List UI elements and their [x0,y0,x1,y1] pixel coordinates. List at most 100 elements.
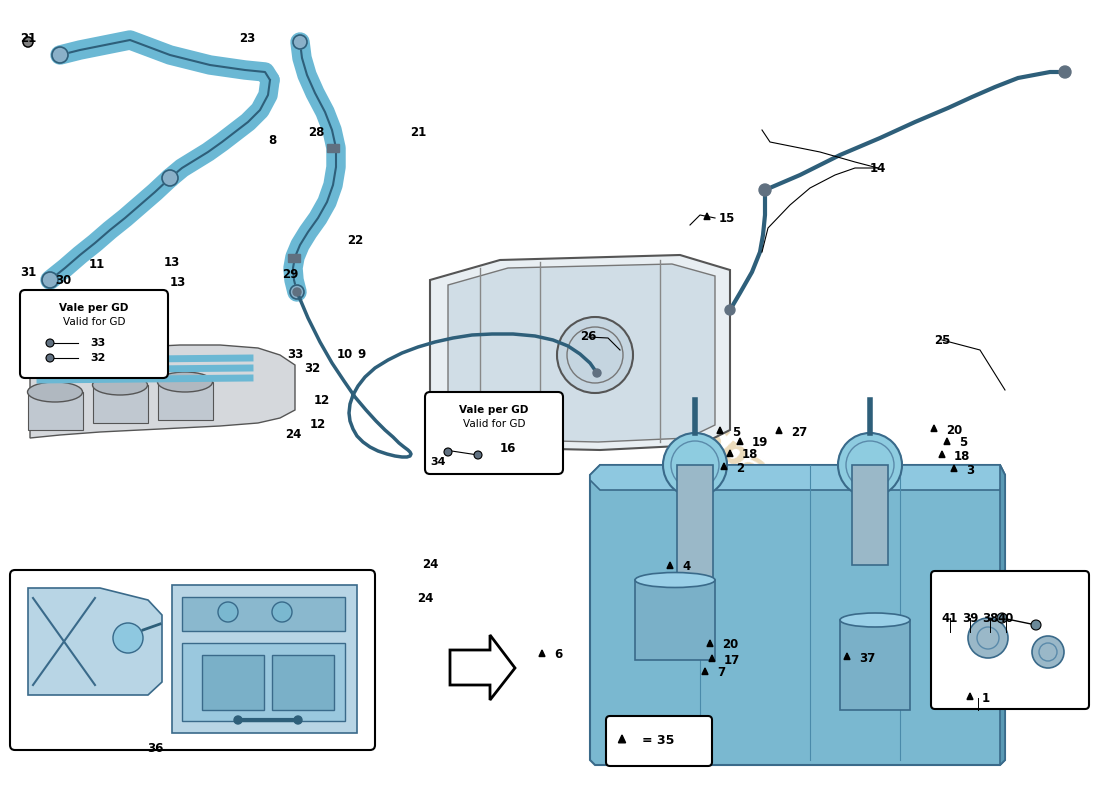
Polygon shape [707,640,713,646]
Circle shape [1032,636,1064,668]
Text: 24: 24 [421,558,438,571]
Polygon shape [939,451,945,458]
Polygon shape [590,465,1005,490]
Polygon shape [702,668,708,674]
Bar [676,465,713,585]
Ellipse shape [157,372,212,392]
Bar [840,620,910,710]
Text: 2: 2 [736,462,744,474]
Text: Vale per GD: Vale per GD [59,303,129,313]
Circle shape [968,618,1008,658]
Circle shape [46,339,54,347]
Bar [852,465,888,565]
FancyBboxPatch shape [20,290,168,378]
Polygon shape [667,562,673,569]
Polygon shape [967,693,974,699]
Text: EuropeSpares: EuropeSpares [574,334,826,526]
Bar [182,643,345,721]
Bar [288,254,300,262]
Text: 6: 6 [554,649,562,662]
Text: 7: 7 [717,666,725,679]
Polygon shape [1000,465,1005,765]
Bar [635,580,715,660]
Circle shape [290,285,304,299]
Text: 41: 41 [942,611,958,625]
Circle shape [234,716,242,724]
Text: 3: 3 [966,463,975,477]
Text: 30: 30 [55,274,72,286]
Polygon shape [28,588,162,695]
FancyBboxPatch shape [606,716,712,766]
Text: 14: 14 [870,162,887,174]
Text: 31: 31 [20,266,36,278]
Text: = 35: = 35 [641,734,674,747]
Text: 10: 10 [337,349,353,362]
Circle shape [113,623,143,653]
Circle shape [42,272,58,288]
FancyBboxPatch shape [10,570,375,750]
Text: 27: 27 [791,426,807,438]
FancyBboxPatch shape [425,392,563,474]
Text: 34: 34 [430,457,446,467]
Text: 29: 29 [282,269,298,282]
Text: 13: 13 [169,277,186,290]
Bar [28,392,82,430]
Polygon shape [720,463,727,470]
Text: 19: 19 [752,437,769,450]
Polygon shape [737,438,742,445]
Text: 24: 24 [285,429,301,442]
Text: 13: 13 [164,257,180,270]
Bar [172,585,358,733]
Text: 21: 21 [20,31,36,45]
Polygon shape [450,635,515,700]
Circle shape [218,602,238,622]
Circle shape [725,305,735,315]
Bar [94,385,148,423]
Text: 23: 23 [239,31,255,45]
Circle shape [1059,66,1071,78]
Text: 5: 5 [959,437,967,450]
Polygon shape [618,735,626,742]
Polygon shape [430,255,730,450]
Circle shape [1031,620,1041,630]
Circle shape [997,613,1006,623]
Text: 8: 8 [268,134,276,146]
Polygon shape [539,650,544,657]
Bar [158,382,213,420]
Circle shape [759,184,771,196]
Polygon shape [776,427,782,434]
Text: 21: 21 [410,126,426,139]
Text: Vale per GD: Vale per GD [460,405,529,415]
Text: 37: 37 [859,651,876,665]
Circle shape [23,37,33,47]
Text: Valid for GD: Valid for GD [63,317,125,327]
Bar [327,144,339,152]
Text: 38: 38 [982,611,998,625]
Polygon shape [931,425,937,431]
Polygon shape [448,264,715,442]
Circle shape [162,170,178,186]
Text: 33: 33 [90,338,106,348]
Text: 18: 18 [954,450,970,462]
Text: 4: 4 [682,561,691,574]
Text: 9: 9 [358,349,366,362]
Polygon shape [844,653,850,659]
Text: 22: 22 [346,234,363,246]
Text: 20: 20 [722,638,738,651]
Circle shape [52,47,68,63]
Text: 39: 39 [961,611,978,625]
Text: Valid for GD: Valid for GD [463,419,526,429]
Polygon shape [704,213,710,219]
Text: 11: 11 [89,258,106,271]
Text: 20: 20 [946,423,962,437]
Ellipse shape [28,382,82,402]
Circle shape [272,602,292,622]
Polygon shape [727,450,733,457]
Bar [182,597,345,631]
Text: 28: 28 [308,126,324,139]
Circle shape [838,433,902,497]
Circle shape [593,369,601,377]
Circle shape [294,716,302,724]
Text: 16: 16 [499,442,516,454]
Polygon shape [944,438,950,445]
